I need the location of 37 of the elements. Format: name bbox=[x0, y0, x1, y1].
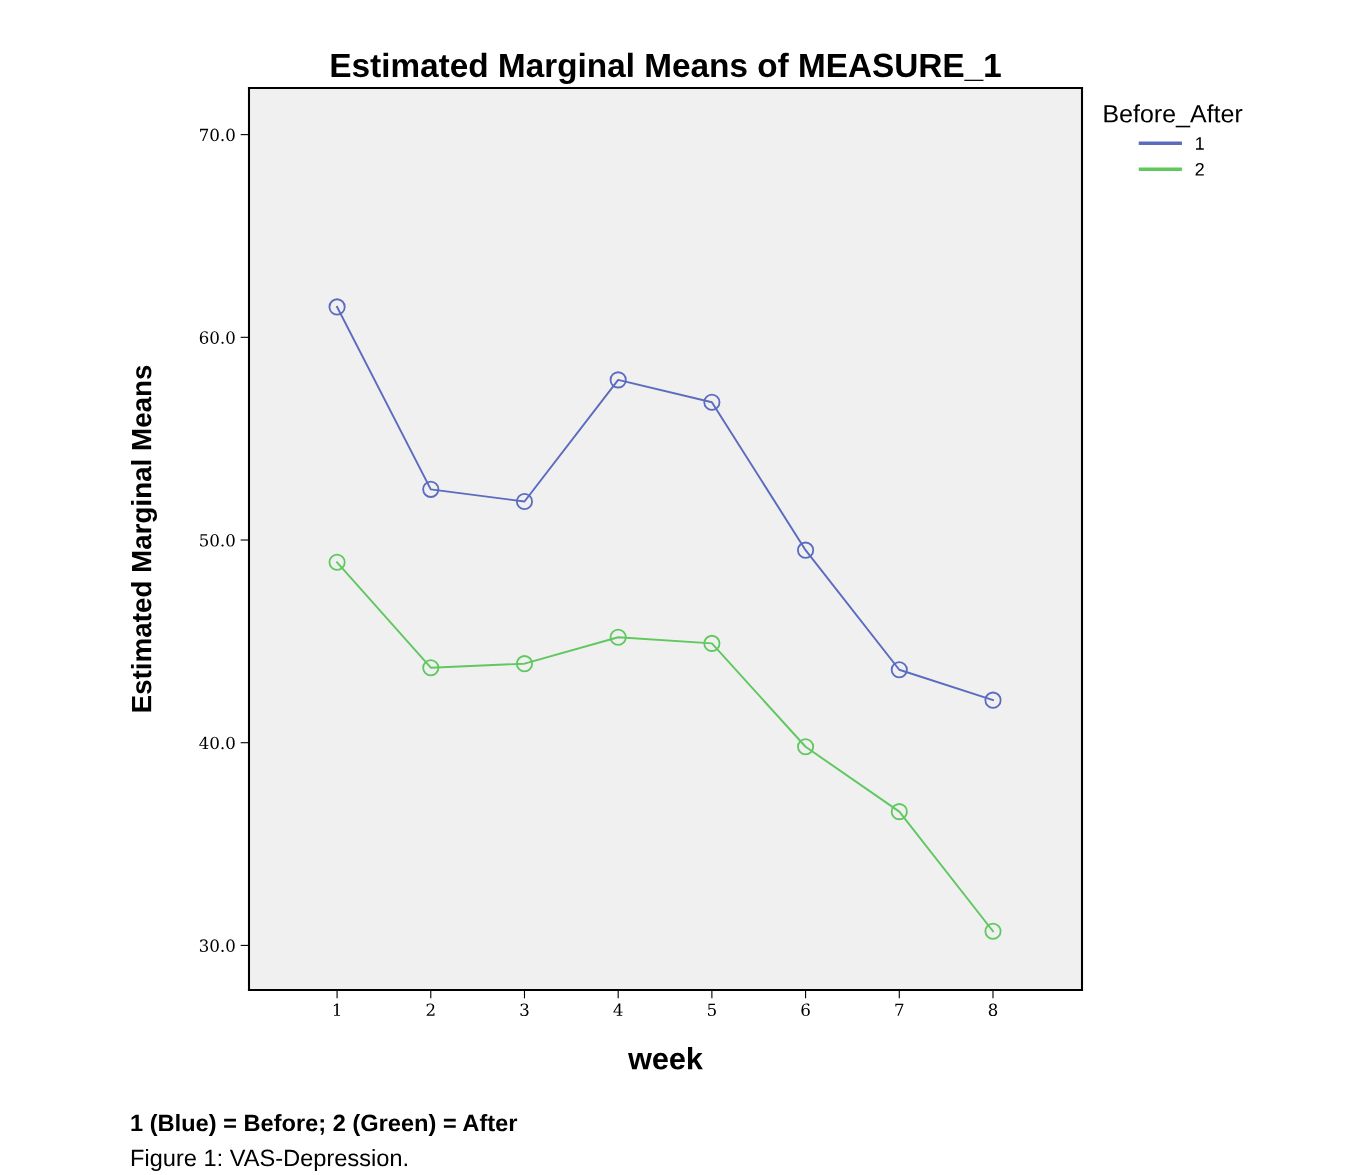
point bbox=[328, 298, 346, 316]
x-tick-label: 1 bbox=[333, 1003, 341, 1016]
point bbox=[328, 553, 346, 571]
point bbox=[984, 922, 1002, 940]
legend-title: Before_After bbox=[1104, 104, 1243, 128]
x-tick-label: 3 bbox=[520, 1003, 529, 1017]
point bbox=[422, 659, 440, 677]
point bbox=[609, 628, 627, 646]
y-axis-title: Estimated Marginal Means bbox=[131, 365, 158, 712]
x-tick-label: 5 bbox=[708, 1003, 716, 1017]
point bbox=[422, 480, 440, 498]
x-axis-title: week bbox=[628, 1047, 703, 1070]
y-tick-label: 30.0 bbox=[199, 939, 235, 952]
point bbox=[703, 634, 721, 652]
x-tick-label: 8 bbox=[988, 1003, 998, 1017]
x-tick-label: 7 bbox=[895, 1003, 904, 1016]
point bbox=[984, 691, 1002, 709]
y-tick-label: 50.0 bbox=[200, 533, 235, 547]
point bbox=[703, 393, 721, 411]
caption: Figure 1: VAS-Depression. bbox=[131, 1148, 407, 1172]
point bbox=[890, 661, 908, 679]
legend-label: 2 bbox=[1195, 162, 1204, 176]
y-tick-label: 70.0 bbox=[200, 128, 235, 142]
point bbox=[797, 541, 815, 559]
point bbox=[515, 492, 534, 511]
point bbox=[515, 655, 534, 673]
x-tick-label: 2 bbox=[426, 1003, 435, 1016]
point bbox=[609, 371, 627, 389]
x-tick-label: 4 bbox=[613, 1003, 623, 1016]
point bbox=[797, 738, 815, 756]
point bbox=[890, 803, 908, 821]
y-tick-label: 40.0 bbox=[199, 736, 235, 750]
chart-title: Estimated Marginal Means of MEASURE_1 bbox=[331, 52, 1001, 84]
x-tick-label: 6 bbox=[801, 1003, 810, 1017]
text: 1 (Blue) = Before; 2 (Green) = After bbox=[131, 1113, 518, 1137]
y-tick-label: 60.0 bbox=[199, 331, 235, 344]
legend-label: 1 bbox=[1196, 137, 1204, 150]
